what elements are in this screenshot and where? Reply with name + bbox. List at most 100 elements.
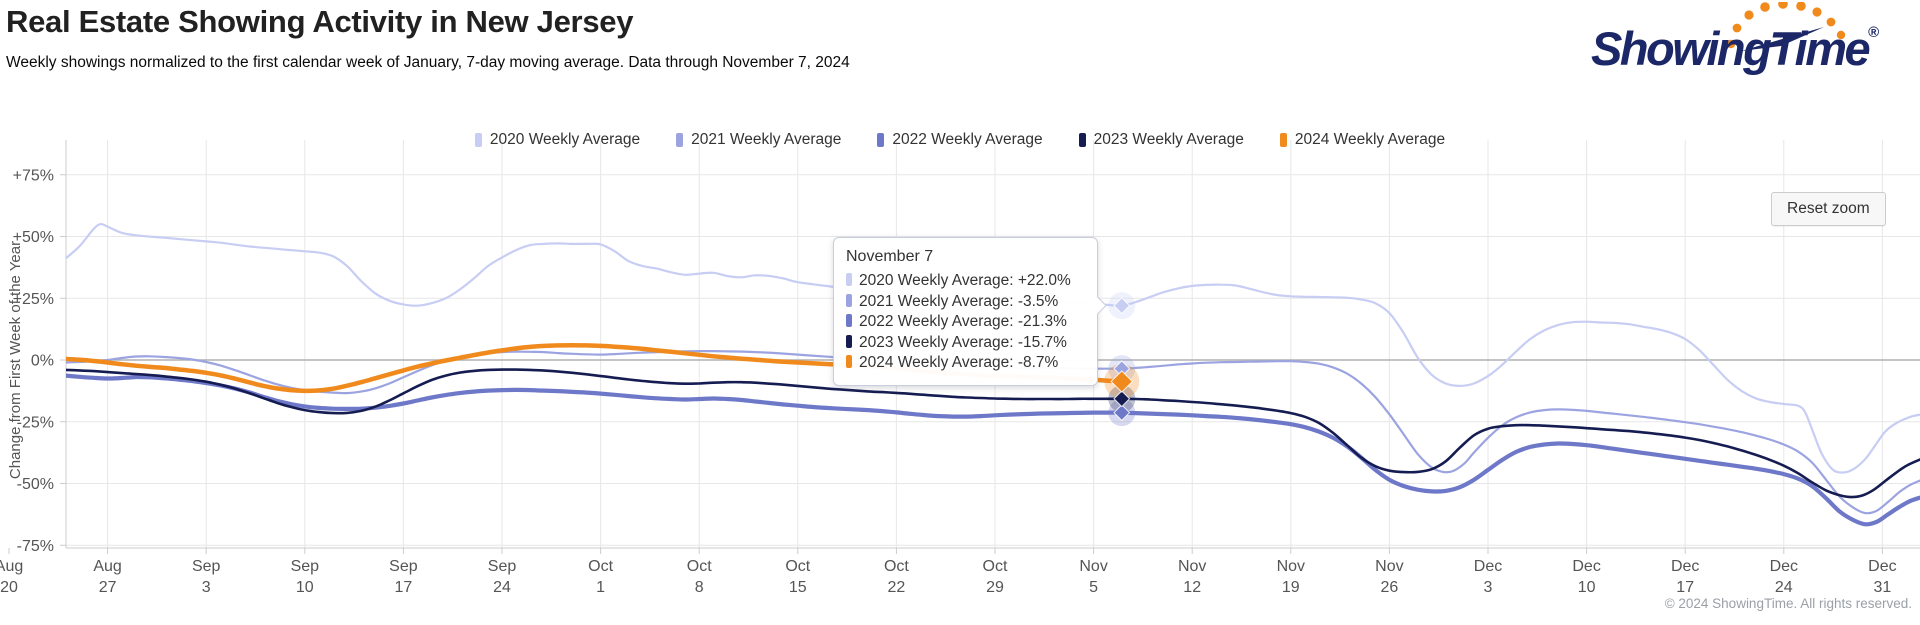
svg-text:Sep: Sep bbox=[389, 558, 418, 575]
legend-label: 2022 Weekly Average bbox=[892, 131, 1043, 148]
axis-lines bbox=[65, 140, 1920, 549]
svg-text:12: 12 bbox=[1183, 579, 1201, 596]
svg-text:10: 10 bbox=[1578, 579, 1596, 596]
svg-text:Nov: Nov bbox=[1277, 558, 1305, 575]
svg-text:Dec: Dec bbox=[1868, 558, 1896, 575]
legend-item-2024[interactable]: 2024 Weekly Average bbox=[1279, 131, 1446, 149]
svg-text:8: 8 bbox=[695, 579, 704, 596]
svg-text:15: 15 bbox=[789, 579, 807, 596]
page-subtitle: Weekly showings normalized to the first … bbox=[6, 54, 850, 71]
svg-text:Oct: Oct bbox=[983, 558, 1008, 575]
svg-text:29: 29 bbox=[986, 579, 1004, 596]
svg-text:Oct: Oct bbox=[884, 558, 909, 575]
svg-text:Nov: Nov bbox=[1178, 558, 1206, 575]
tooltip-row-2022: 2022 Weekly Average: -21.3% bbox=[846, 312, 1085, 333]
svg-text:+50%: +50% bbox=[13, 229, 54, 246]
svg-text:Nov: Nov bbox=[1375, 558, 1403, 575]
svg-text:Dec: Dec bbox=[1671, 558, 1699, 575]
svg-text:24: 24 bbox=[1775, 579, 1793, 596]
svg-text:Oct: Oct bbox=[687, 558, 712, 575]
showingtime-logo: ShowingTime® bbox=[1591, 0, 1906, 80]
svg-text:Nov: Nov bbox=[1079, 558, 1107, 575]
x-axis-labels: Aug 20 Aug 27 Sep 3 Sep 10 Sep 17 Sep 24 Oct 1 Oct 8 Oct… bbox=[0, 558, 1897, 596]
svg-text:26: 26 bbox=[1381, 579, 1399, 596]
y-axis-labels: +75% +50% +25% 0% -25% -50% -75% bbox=[13, 167, 54, 555]
tooltip-swatch bbox=[846, 334, 852, 348]
svg-text:22: 22 bbox=[888, 579, 906, 596]
legend-label: 2020 Weekly Average bbox=[489, 131, 641, 148]
marker-diamond-2021[interactable] bbox=[1113, 360, 1131, 378]
series-lines bbox=[65, 222, 1920, 527]
svg-text:3: 3 bbox=[1484, 579, 1493, 596]
svg-text:Dec: Dec bbox=[1572, 558, 1600, 575]
legend-item-2020[interactable]: 2020 Weekly Average bbox=[474, 131, 641, 149]
tooltip-swatch bbox=[846, 355, 852, 368]
tooltip-row-2023: 2023 Weekly Average: -15.7% bbox=[846, 333, 1085, 354]
svg-text:5: 5 bbox=[1089, 579, 1098, 596]
tooltip-row-2021: 2021 Weekly Average: -3.5% bbox=[846, 292, 1085, 313]
svg-text:Sep: Sep bbox=[192, 558, 221, 575]
svg-text:10: 10 bbox=[296, 579, 314, 596]
svg-text:-75%: -75% bbox=[17, 538, 54, 555]
svg-text:Dec: Dec bbox=[1770, 558, 1798, 575]
legend-swatch bbox=[877, 133, 885, 147]
marker-diamond-2022[interactable] bbox=[1113, 404, 1131, 422]
legend-label: 2023 Weekly Average bbox=[1093, 131, 1244, 148]
marker-diamond-2020[interactable] bbox=[1113, 297, 1131, 315]
gridlines bbox=[8, 140, 1920, 554]
svg-text:3: 3 bbox=[202, 579, 211, 596]
chart-header: Real Estate Showing Activity in New Jers… bbox=[6, 4, 850, 72]
svg-text:-25%: -25% bbox=[17, 414, 54, 431]
chart-legend: 2020 Weekly Average 2021 Weekly Average 20… bbox=[0, 131, 1920, 149]
chart-tooltip: November 7 2020 Weekly Average: +22.0% 20… bbox=[833, 237, 1107, 386]
svg-text:31: 31 bbox=[1874, 579, 1892, 596]
tooltip-swatch bbox=[846, 273, 852, 286]
registered-trademark-icon: ® bbox=[1868, 24, 1880, 41]
y-axis-title: Change from First Week of the Year bbox=[7, 241, 24, 479]
svg-text:0%: 0% bbox=[31, 353, 54, 370]
marker-diamond-2024[interactable] bbox=[1110, 370, 1134, 393]
legend-item-2021[interactable]: 2021 Weekly Average bbox=[676, 131, 841, 149]
reset-zoom-button[interactable]: Reset zoom bbox=[1771, 192, 1886, 226]
logo-clock-arc-icon bbox=[1726, 2, 1846, 51]
tooltip-swatch bbox=[846, 314, 852, 327]
highlight-markers bbox=[1104, 292, 1140, 427]
legend-item-2023[interactable]: 2023 Weekly Average bbox=[1078, 131, 1244, 149]
svg-text:1: 1 bbox=[596, 579, 605, 596]
svg-text:-50%: -50% bbox=[17, 476, 54, 493]
svg-text:+75%: +75% bbox=[13, 167, 54, 184]
copyright-notice: © 2024 ShowingTime. All rights reserved. bbox=[1664, 596, 1912, 611]
legend-swatch bbox=[1078, 133, 1086, 147]
svg-text:Sep: Sep bbox=[291, 558, 320, 575]
tooltip-row-2020: 2020 Weekly Average: +22.0% bbox=[846, 271, 1085, 292]
legend-item-2022[interactable]: 2022 Weekly Average bbox=[877, 131, 1043, 149]
svg-text:Oct: Oct bbox=[588, 558, 613, 575]
tooltip-rows: 2020 Weekly Average: +22.0% 2021 Weekly A… bbox=[846, 271, 1085, 374]
tooltip-row-2024: 2024 Weekly Average: -8.7% bbox=[846, 353, 1085, 374]
svg-text:Oct: Oct bbox=[785, 558, 810, 575]
legend-swatch bbox=[1279, 133, 1287, 147]
series-line-2023[interactable] bbox=[65, 368, 1920, 499]
svg-text:17: 17 bbox=[395, 579, 413, 596]
logo-wordmark: ShowingTime bbox=[1591, 22, 1871, 75]
svg-text:Sep: Sep bbox=[488, 558, 517, 575]
svg-text:27: 27 bbox=[99, 579, 117, 596]
legend-label: 2024 Weekly Average bbox=[1294, 131, 1446, 148]
legend-swatch bbox=[474, 133, 482, 147]
svg-text:24: 24 bbox=[493, 579, 511, 596]
svg-text:Aug: Aug bbox=[0, 558, 23, 575]
marker-diamond-2023[interactable] bbox=[1113, 390, 1131, 408]
legend-label: 2021 Weekly Average bbox=[691, 131, 842, 148]
svg-text:Aug: Aug bbox=[93, 558, 121, 575]
page-title: Real Estate Showing Activity in New Jers… bbox=[6, 4, 634, 39]
svg-text:Dec: Dec bbox=[1474, 558, 1502, 575]
svg-text:+25%: +25% bbox=[13, 291, 54, 308]
svg-text:19: 19 bbox=[1282, 579, 1300, 596]
svg-text:20: 20 bbox=[0, 579, 18, 596]
tooltip-swatch bbox=[846, 293, 852, 307]
tooltip-date-title: November 7 bbox=[846, 248, 934, 265]
svg-text:17: 17 bbox=[1676, 579, 1694, 596]
legend-swatch bbox=[676, 133, 684, 147]
